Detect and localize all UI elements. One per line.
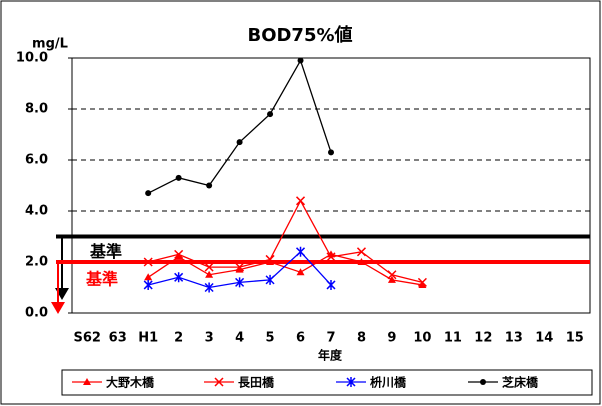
legend-marker — [346, 377, 356, 387]
x-tick-label: 4 — [235, 331, 244, 346]
data-point — [206, 182, 213, 189]
data-point — [295, 246, 306, 257]
data-point — [266, 258, 275, 265]
data-point — [267, 111, 274, 118]
data-point — [236, 139, 243, 146]
y-tick-label: 2.0 — [25, 255, 48, 270]
x-tick-label: 2 — [174, 331, 183, 346]
data-point — [145, 190, 152, 197]
y-tick-label: 8.0 — [25, 102, 48, 117]
x-tick-label: H1 — [138, 331, 158, 346]
data-point — [174, 249, 184, 259]
x-tick-label: 14 — [535, 331, 553, 346]
data-point — [174, 252, 183, 260]
x-tick-label: 6 — [296, 331, 305, 346]
legend-marker — [214, 377, 224, 387]
data-point — [328, 149, 334, 156]
data-point — [295, 196, 306, 206]
y-tick-label: 6.0 — [25, 153, 48, 168]
legend-label: 枡川橋 — [370, 375, 407, 390]
data-point — [357, 258, 366, 265]
data-point — [356, 247, 367, 257]
data-point — [418, 280, 427, 288]
data-point — [297, 57, 304, 64]
series-line — [148, 199, 423, 284]
x-tick-label: 5 — [266, 331, 275, 346]
data-point — [326, 279, 336, 290]
data-point — [326, 252, 336, 262]
x-tick-label: 9 — [387, 331, 396, 346]
reference-label: 基準 — [89, 242, 122, 261]
legend-label: 大野木橋 — [106, 375, 155, 390]
legend-label: 長田橋 — [238, 375, 275, 390]
data-point — [265, 254, 275, 264]
data-point — [296, 268, 305, 276]
data-point — [175, 174, 182, 181]
x-tick-label: 12 — [474, 331, 492, 346]
data-point — [205, 270, 214, 278]
plot-area — [71, 57, 591, 314]
data-point — [387, 270, 397, 280]
data-point — [235, 262, 245, 272]
y-tick-label: 4.0 — [25, 204, 48, 219]
chart-title: BOD75%値 — [247, 24, 352, 46]
data-point — [387, 275, 396, 283]
x-tick-label: 7 — [326, 331, 335, 346]
legend-marker — [83, 378, 91, 385]
x-tick-label: 8 — [357, 331, 366, 346]
data-point — [143, 279, 153, 290]
x-axis-label: 年度 — [318, 348, 343, 363]
data-point — [265, 274, 275, 285]
data-point — [143, 257, 153, 267]
x-tick-label: 10 — [413, 331, 431, 346]
series-line — [147, 253, 423, 286]
data-point — [174, 272, 184, 283]
reference-arrowhead — [51, 302, 65, 314]
y-tick-label: 0.0 — [25, 306, 48, 321]
y-axis-label: mg/L — [32, 37, 68, 52]
data-point — [235, 265, 244, 273]
data-point — [235, 277, 245, 288]
data-point — [417, 277, 427, 287]
data-point — [204, 282, 214, 293]
data-point — [204, 262, 214, 272]
data-point — [144, 273, 153, 281]
x-tick-label: S62 — [74, 331, 101, 346]
x-tick-label: 11 — [444, 331, 462, 346]
legend-box — [61, 369, 593, 396]
x-tick-label: 3 — [205, 331, 214, 346]
x-tick-label: 13 — [505, 331, 523, 346]
legend-label: 芝床橋 — [502, 375, 539, 390]
x-tick-label: 63 — [109, 331, 127, 346]
y-tick-label: 10.0 — [16, 51, 48, 66]
reference-label: 基準 — [85, 270, 118, 289]
x-tick-label: 15 — [566, 331, 584, 346]
legend-marker — [480, 379, 486, 385]
